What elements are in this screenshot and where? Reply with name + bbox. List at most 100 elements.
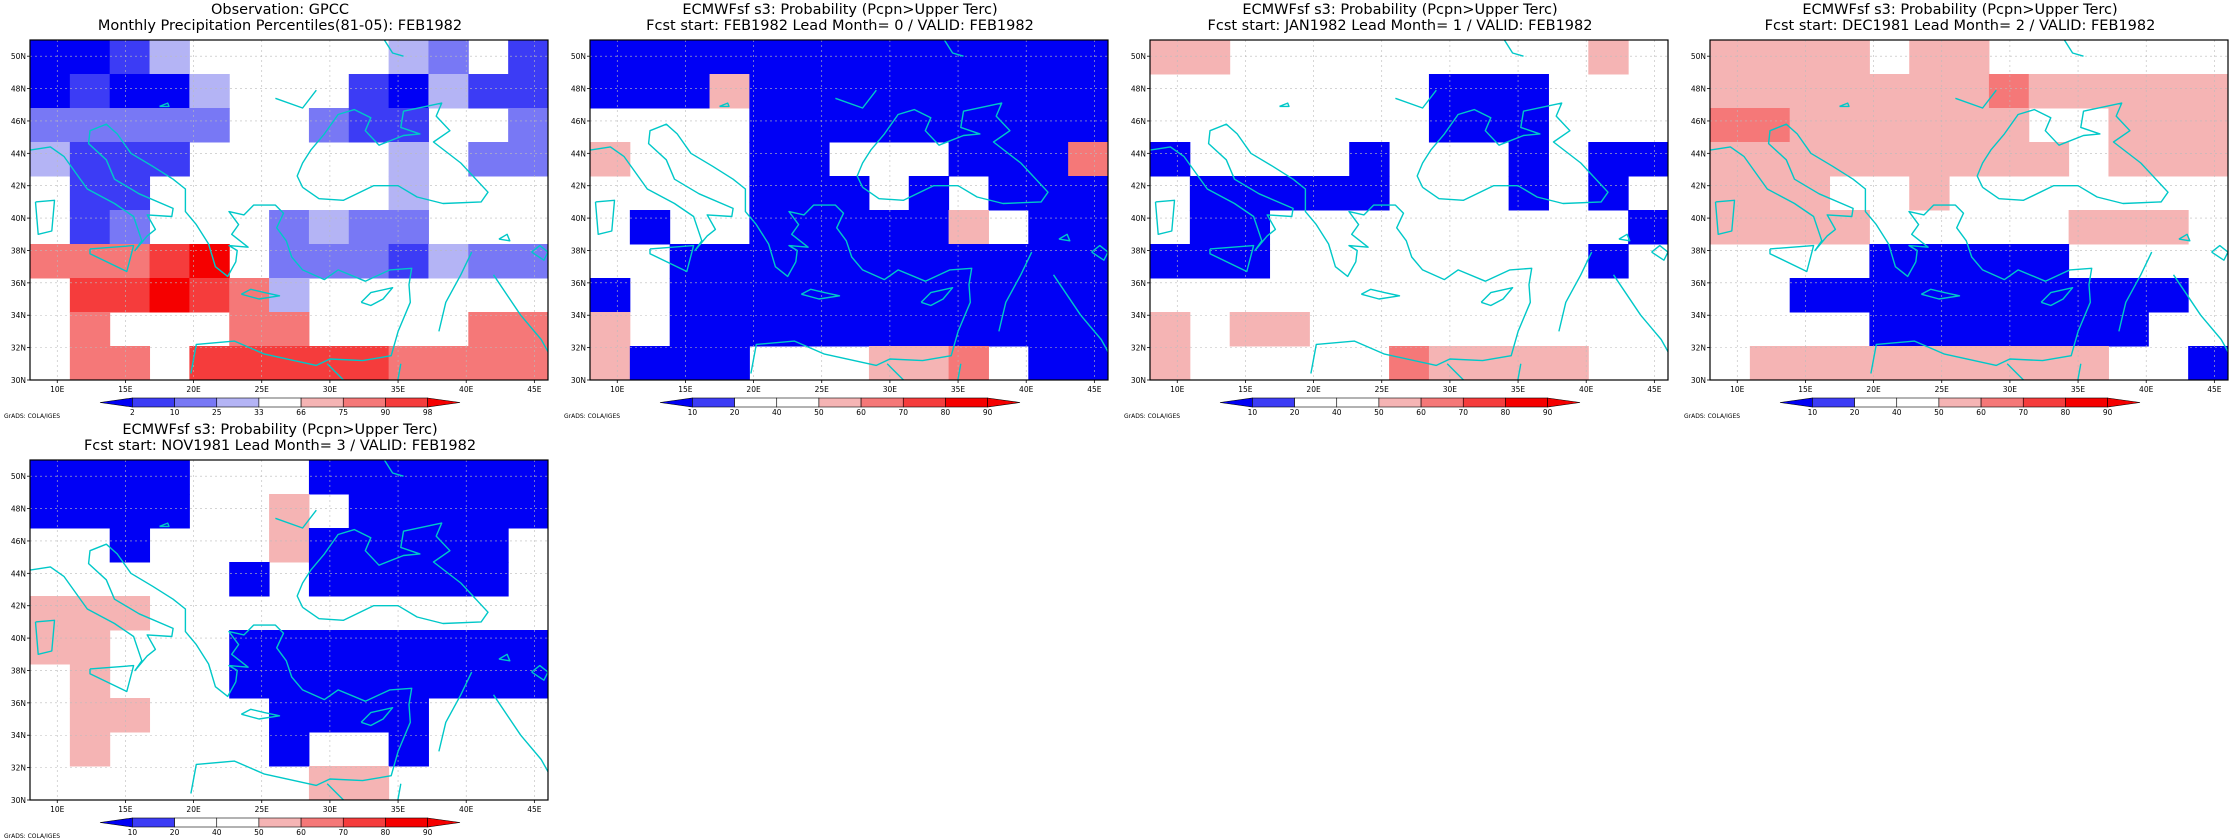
map-cell — [1269, 176, 1310, 211]
map-cell — [308, 244, 350, 279]
coastline — [30, 123, 413, 374]
map-cell — [1909, 142, 1950, 177]
map-cell — [1909, 108, 1950, 143]
coastline — [438, 671, 473, 752]
coastline — [159, 522, 170, 528]
map-cell — [1909, 312, 1950, 347]
colorbar-swatch — [216, 817, 260, 828]
lat-tick-label: 32N — [11, 764, 26, 773]
map-cell — [988, 40, 1029, 75]
map-cell — [109, 528, 151, 563]
map-cell — [1710, 74, 1751, 109]
colorbar-swatch — [776, 397, 820, 408]
map-cell — [908, 346, 950, 381]
map-area: 10E 15E 20E 25E 30E 35E 40E 45E 50N 48N 46N 44N 42N 4… — [11, 420, 549, 814]
map-cell — [908, 74, 950, 109]
map-cell — [1588, 142, 1629, 177]
lat-tick-label: 34N — [11, 311, 26, 320]
lat-tick-label: 32N — [11, 344, 26, 353]
map-cell — [30, 244, 71, 279]
map-cell — [388, 346, 429, 381]
map-cell — [2188, 142, 2229, 177]
map-lead0: ECMWFsf s3: Probability (Pcpn>Upper Terc… — [564, 2, 1109, 420]
lat-tick-label: 46N — [571, 117, 586, 126]
map-cell — [348, 562, 390, 597]
coastline — [800, 288, 841, 300]
colorbar-label: 80 — [381, 828, 391, 837]
map-cell — [868, 346, 910, 381]
map-cell — [2148, 210, 2189, 245]
map-cell — [308, 210, 350, 245]
map-cell — [30, 142, 71, 177]
map-cell — [428, 494, 469, 529]
colorbar-label: 60 — [856, 408, 866, 417]
map-cell — [1749, 346, 1791, 381]
coastline — [856, 102, 1049, 205]
coastline — [649, 244, 695, 273]
lat-tick-label: 48N — [11, 85, 26, 94]
coastline — [275, 509, 317, 529]
map-cell — [388, 664, 429, 699]
map-cell — [348, 460, 390, 495]
map-cell — [149, 494, 190, 529]
colorbar-label: 10 — [170, 408, 180, 417]
map-cell — [2148, 142, 2189, 177]
lat-lon-gridlines — [30, 40, 548, 381]
map-cell — [109, 346, 151, 381]
map-cell — [2148, 278, 2189, 313]
lat-tick-label: 42N — [1131, 182, 1146, 191]
map-cell — [948, 108, 989, 143]
map-cell — [1710, 176, 1751, 211]
coastline — [1558, 251, 1593, 332]
colorbar-high-arrow — [427, 397, 461, 408]
map-cell — [388, 494, 429, 529]
colorbar-swatch — [385, 817, 428, 828]
map-cell — [2068, 74, 2109, 109]
lat-tick-label: 32N — [571, 344, 586, 353]
colorbar-swatch — [216, 397, 260, 408]
map-cell — [948, 74, 989, 109]
map-cell — [1949, 312, 1990, 347]
map-frame — [29, 39, 549, 381]
lat-tick-label: 30N — [11, 376, 26, 385]
map-cell — [709, 74, 750, 109]
grads-credit: GrADS: COLA/IGES — [1124, 413, 1180, 420]
map-cell — [2068, 210, 2109, 245]
lat-tick-label: 42N — [11, 182, 26, 191]
map-cell — [1468, 74, 1510, 109]
lat-tick-label: 50N — [571, 52, 586, 61]
coastline — [30, 420, 115, 424]
map-cell — [1028, 142, 1069, 177]
map-cell — [428, 74, 469, 109]
map-cell — [1150, 244, 1191, 279]
map-cell — [1628, 210, 1669, 245]
map-cell — [308, 346, 350, 381]
map-cell — [749, 142, 790, 177]
lat-tick-label: 46N — [1131, 117, 1146, 126]
map-cell — [1949, 108, 1990, 143]
map-cell — [269, 312, 310, 347]
coastline — [920, 287, 954, 307]
map-panel-lead3: ECMWFsf s3: Probability (Pcpn>Upper Terc… — [0, 420, 560, 840]
lon-tick-label: 25E — [1935, 385, 1950, 394]
map-cell — [948, 244, 989, 279]
map-cell — [669, 346, 711, 381]
map-cell — [1749, 142, 1791, 177]
colorbar-swatch — [2065, 397, 2108, 408]
map-cell — [1189, 176, 1231, 211]
lon-tick-label: 35E — [1511, 385, 1526, 394]
lat-tick-label: 46N — [1691, 117, 1706, 126]
colorbar-swatch — [1336, 397, 1380, 408]
map-cell — [749, 210, 790, 245]
map-frame — [589, 39, 1109, 381]
map-cell — [508, 142, 549, 177]
lat-tick-label: 38N — [1131, 246, 1146, 255]
lon-tick-label: 45E — [1647, 385, 1662, 394]
map-cell — [709, 278, 750, 313]
map-cell — [988, 108, 1029, 143]
map-cell — [1789, 278, 1831, 313]
map-cell — [1189, 210, 1231, 245]
lon-tick-label: 35E — [951, 385, 966, 394]
map-cell — [468, 460, 509, 495]
map-cell — [229, 562, 270, 597]
